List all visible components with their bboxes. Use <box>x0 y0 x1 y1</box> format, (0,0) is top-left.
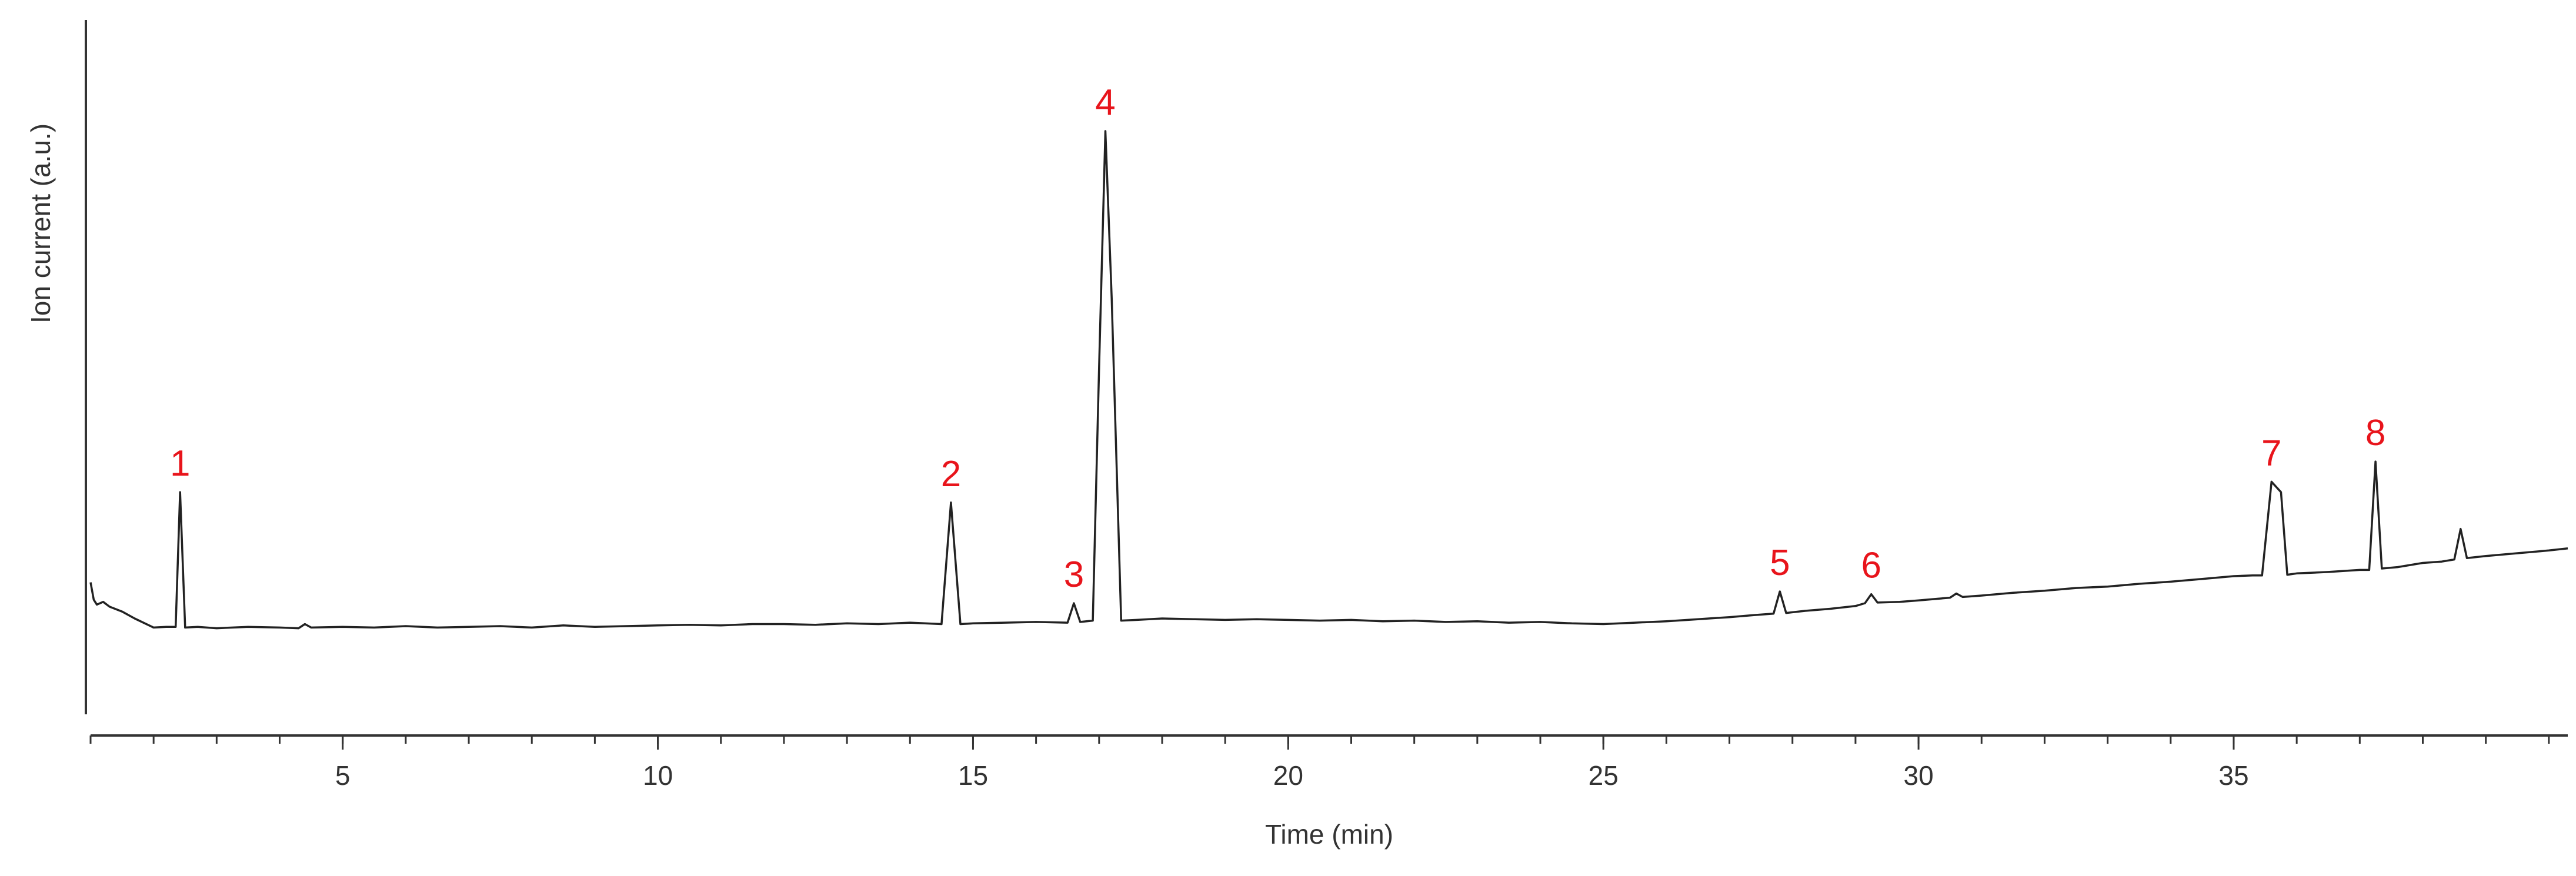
x-tick-label: 35 <box>2218 760 2248 791</box>
peak-label: 7 <box>2261 433 2281 473</box>
x-tick-label: 30 <box>1904 760 1934 791</box>
peak-label: 2 <box>941 454 961 494</box>
peak-label: 8 <box>2365 413 2385 453</box>
peak-label: 6 <box>1861 546 1881 586</box>
x-tick-label: 10 <box>643 760 673 791</box>
y-axis-label: Ion current (a.u.) <box>25 123 56 323</box>
peak-label: 1 <box>170 443 190 484</box>
peak-label: 3 <box>1064 554 1084 595</box>
x-axis-label: Time (min) <box>1265 819 1393 850</box>
peak-label: 4 <box>1095 82 1115 123</box>
peak-label: 5 <box>1770 543 1790 583</box>
x-tick-label: 20 <box>1273 760 1303 791</box>
x-tick-label: 5 <box>335 760 351 791</box>
x-tick-label: 25 <box>1589 760 1619 791</box>
x-tick-label: 15 <box>958 760 988 791</box>
chromatogram-line <box>89 130 2568 630</box>
